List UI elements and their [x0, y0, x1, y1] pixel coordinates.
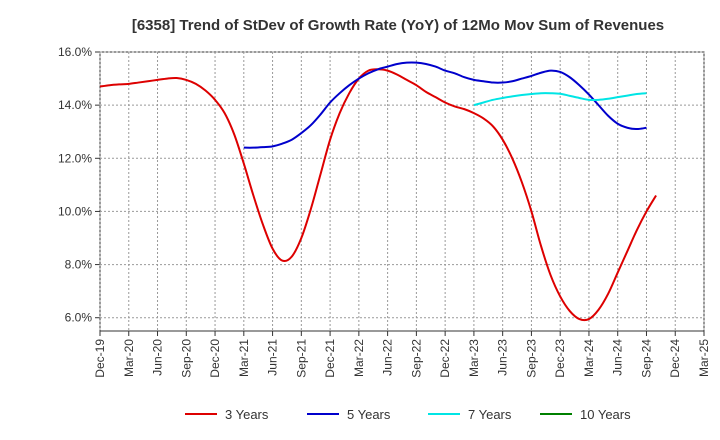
legend-label-5-years: 5 Years [347, 407, 391, 422]
x-tick-label: Mar-22 [352, 339, 366, 377]
x-tick-label: Sep-22 [409, 339, 423, 378]
x-tick-label: Dec-23 [553, 339, 567, 378]
x-tick-label: Mar-24 [582, 339, 596, 377]
x-tick-label: Mar-25 [697, 339, 711, 377]
x-tick-label: Dec-22 [438, 339, 452, 378]
legend: 3 Years 5 Years 7 Years 10 Years [185, 407, 631, 422]
x-tick-label: Dec-24 [668, 339, 682, 378]
series-line-5-years [243, 61, 647, 149]
y-tick-label: 16.0% [58, 45, 92, 59]
x-tick-label: Mar-20 [122, 339, 136, 377]
legend-label-3-years: 3 Years [225, 407, 269, 422]
x-tick-label: Dec-20 [208, 339, 222, 378]
x-tick-label: Mar-21 [237, 339, 251, 377]
x-tick-label: Dec-19 [93, 339, 107, 378]
legend-label-10-years: 10 Years [580, 407, 631, 422]
y-tick-label: 6.0% [65, 311, 93, 325]
y-tick-label: 14.0% [58, 98, 92, 112]
x-tick-label: Sep-23 [524, 339, 538, 378]
y-tick-label: 12.0% [58, 151, 92, 165]
chart-title: [6358] Trend of StDev of Growth Rate (Yo… [132, 17, 664, 34]
y-tick-label: 10.0% [58, 204, 92, 218]
series-line-7-years [473, 92, 647, 107]
x-tick-label: Jun-21 [266, 339, 280, 376]
plot-area: 6.0% 8.0% 10.0% 12.0% 14.0% 16.0% Dec-19 Mar-20… [58, 45, 711, 378]
x-tick-label: Jun-22 [381, 339, 395, 376]
x-tick-label: Sep-21 [294, 339, 308, 378]
legend-label-7-years: 7 Years [468, 407, 512, 422]
x-tick-label: Sep-24 [639, 339, 653, 378]
y-tick-label: 8.0% [65, 258, 93, 272]
x-tick-label: Jun-20 [151, 339, 165, 376]
x-tick-label: Sep-20 [179, 339, 193, 378]
x-tick-label: Jun-24 [611, 339, 625, 376]
plot-frame [99, 51, 705, 332]
x-tick-label: Mar-23 [467, 339, 481, 377]
x-tick-label: Dec-21 [323, 339, 337, 378]
x-tick-label: Jun-23 [496, 339, 510, 376]
